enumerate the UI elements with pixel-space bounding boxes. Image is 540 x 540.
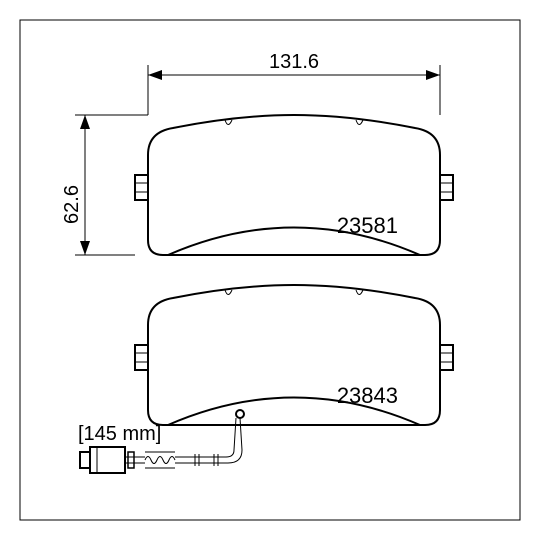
- frame: [20, 20, 520, 520]
- height-label: 62.6: [61, 185, 83, 224]
- width-dimension: 131.6: [148, 51, 440, 115]
- sensor-connector: [90, 447, 125, 473]
- bottom-pad-label: 23843: [337, 383, 398, 408]
- wear-sensor: [145 mm]: [78, 410, 244, 473]
- width-label: 131.6: [269, 51, 319, 73]
- top-pad-label: 23581: [337, 213, 398, 238]
- bottom-pad: 23843: [135, 285, 453, 425]
- top-pad: 23581: [135, 115, 453, 255]
- wire-length-label: [145 mm]: [78, 423, 161, 445]
